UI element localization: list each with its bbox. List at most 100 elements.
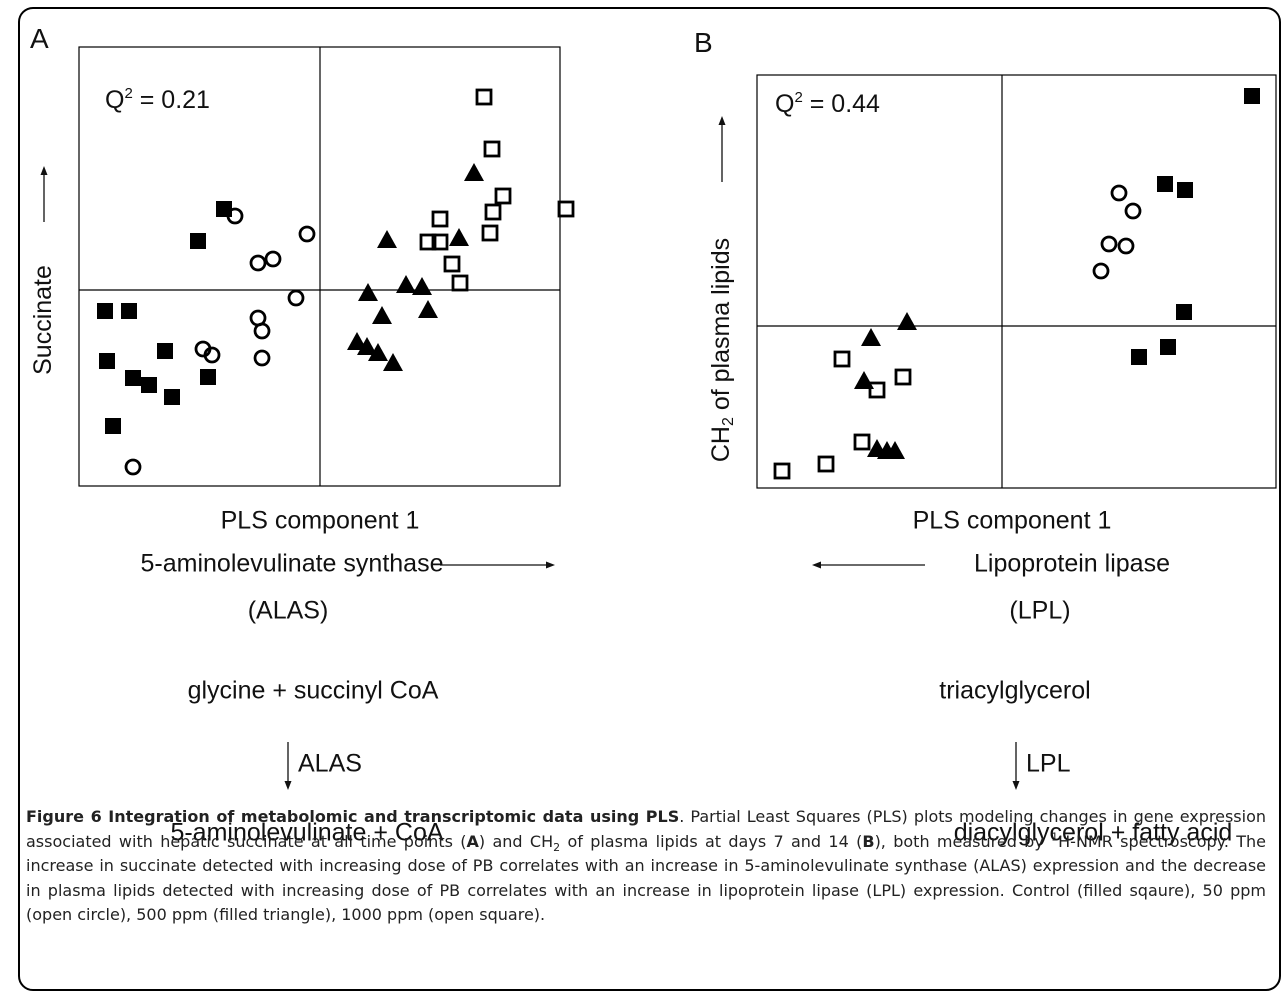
gene-abbreviation: (ALAS) xyxy=(248,597,329,625)
annotation-rest: = 0.21 xyxy=(133,86,210,114)
point-triangle xyxy=(412,277,432,295)
point-triangle xyxy=(347,332,367,350)
point-circle xyxy=(264,250,282,268)
y-axis-label: CH2 of plasma lipids xyxy=(707,238,738,462)
enzyme: LPL xyxy=(1026,750,1071,778)
caption-segment: H-NMR spectroscopy. The increase in succ… xyxy=(26,831,1267,925)
point-square xyxy=(1177,182,1193,198)
caption-segment: ) and CH xyxy=(478,831,554,851)
point-triangle xyxy=(372,306,392,324)
point-triangle xyxy=(464,163,484,181)
point-square xyxy=(494,187,512,205)
point-circle xyxy=(253,322,271,340)
point-square xyxy=(853,433,871,451)
point-square xyxy=(773,462,791,480)
point-triangle xyxy=(897,312,917,330)
annotation: Q2 = 0.21 xyxy=(105,85,210,114)
y-axis-label: Succinate xyxy=(29,265,57,375)
reaction-arrow-head xyxy=(1012,781,1020,790)
point-square xyxy=(431,210,449,228)
product: diacylglycerol + fatty acid xyxy=(954,819,1233,847)
point-square xyxy=(216,201,232,217)
figure-frame xyxy=(18,7,1281,991)
point-triangle xyxy=(383,353,403,371)
point-triangle xyxy=(358,283,378,301)
y-axis-label-part: 2 xyxy=(720,417,737,426)
point-circle xyxy=(1124,202,1142,220)
x-axis-label: PLS component 1 xyxy=(913,507,1112,535)
point-circle xyxy=(1100,235,1118,253)
annotation-base: Q xyxy=(775,90,794,118)
point-square xyxy=(483,140,501,158)
point-square xyxy=(1157,176,1173,192)
caption-segment: 1 xyxy=(1051,830,1059,844)
annotation-sup: 2 xyxy=(124,85,132,102)
point-circle xyxy=(1092,262,1110,280)
product: 5-aminolevulinate + CoA xyxy=(170,819,443,847)
point-square xyxy=(200,369,216,385)
annotation-sup: 2 xyxy=(794,89,802,106)
gene-name: 5-aminolevulinate synthase xyxy=(141,550,444,578)
annotation-base: Q xyxy=(105,86,124,114)
point-square xyxy=(125,370,141,386)
caption-segment: B xyxy=(862,831,875,851)
panel-label: B xyxy=(694,27,713,58)
point-square xyxy=(1244,88,1260,104)
y-axis-label-part: Succinate xyxy=(29,265,57,375)
point-square xyxy=(817,455,835,473)
point-square xyxy=(164,389,180,405)
point-square xyxy=(141,377,157,393)
gene-arrow-head xyxy=(546,561,555,569)
caption-segment: ), both measured by xyxy=(874,831,1052,851)
point-circle xyxy=(1110,184,1128,202)
enzyme: ALAS xyxy=(298,750,362,778)
gene-abbreviation: (LPL) xyxy=(1009,597,1070,625)
point-square xyxy=(1160,339,1176,355)
point-circle xyxy=(1117,237,1135,255)
point-triangle xyxy=(357,337,377,355)
point-circle xyxy=(203,346,221,364)
caption: Figure 6 Integration of metabolomic and … xyxy=(26,805,1266,928)
x-axis-label: PLS component 1 xyxy=(221,507,420,535)
point-square xyxy=(1131,349,1147,365)
point-triangle xyxy=(368,343,388,361)
y-axis-label-part: of plasma lipids xyxy=(707,238,735,417)
caption-segment: of plasma lipids at days 7 and 14 ( xyxy=(560,831,863,851)
point-square xyxy=(443,255,461,273)
caption-segment: Figure 6 Integration of metabolomic and … xyxy=(26,807,680,826)
caption-segment: 2 xyxy=(553,840,561,854)
y-axis-arrow-head xyxy=(40,166,48,175)
point-square xyxy=(121,303,137,319)
point-square xyxy=(484,203,502,221)
point-square xyxy=(868,381,886,399)
point-triangle xyxy=(377,230,397,248)
caption-segment: . Partial Least Squares (PLS) plots mode… xyxy=(26,807,1266,851)
substrate: triacylglycerol xyxy=(939,677,1090,705)
point-circle xyxy=(249,254,267,272)
panel-label: A xyxy=(30,23,49,54)
gene-arrow-head xyxy=(812,561,821,569)
point-square xyxy=(419,233,437,251)
point-square xyxy=(157,343,173,359)
caption-segment: A xyxy=(466,831,479,851)
point-square xyxy=(475,88,493,106)
point-square xyxy=(1176,304,1192,320)
point-square xyxy=(105,418,121,434)
point-square xyxy=(97,303,113,319)
point-square xyxy=(431,233,449,251)
plot-frame xyxy=(756,74,1277,489)
point-square xyxy=(833,350,851,368)
gene-name: Lipoprotein lipase xyxy=(974,550,1170,578)
point-circle xyxy=(298,225,316,243)
substrate: glycine + succinyl CoA xyxy=(188,677,439,705)
point-square xyxy=(451,274,469,292)
annotation: Q2 = 0.44 xyxy=(775,89,880,118)
point-square xyxy=(190,233,206,249)
point-square xyxy=(99,353,115,369)
annotation-rest: = 0.44 xyxy=(803,90,880,118)
point-triangle xyxy=(861,328,881,346)
point-triangle xyxy=(396,275,416,293)
y-axis-arrow-head xyxy=(718,116,726,125)
point-triangle xyxy=(885,441,905,459)
